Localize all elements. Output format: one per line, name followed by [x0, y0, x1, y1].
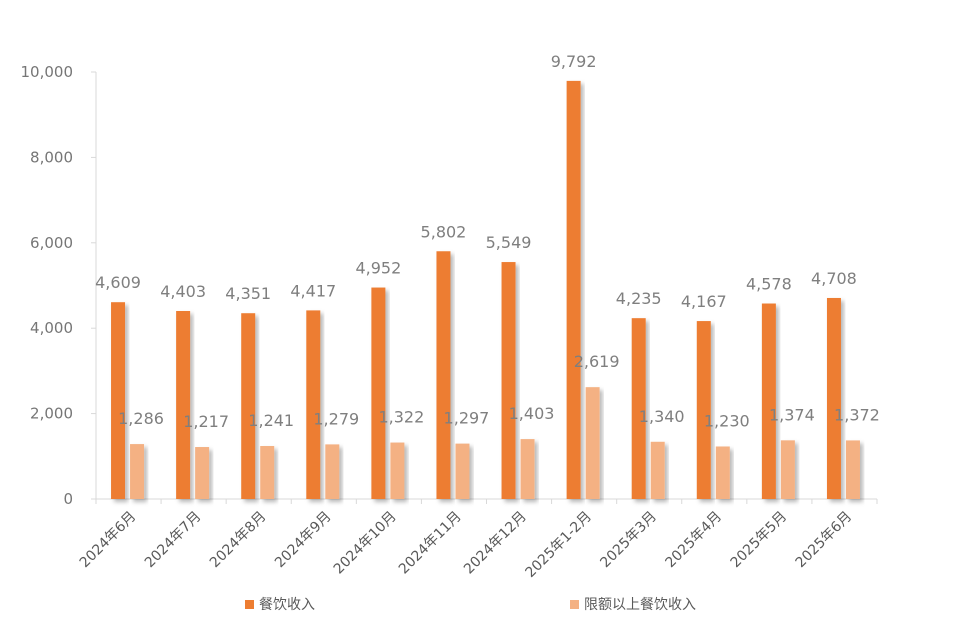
bar-series-1 [371, 287, 386, 499]
x-tick-label: 2024年6月 [77, 509, 140, 572]
data-label-series-1: 4,609 [95, 273, 141, 292]
x-tick-label: 2024年11月 [396, 509, 465, 578]
data-label-series-1: 4,403 [160, 282, 206, 301]
data-label-series-2: 1,374 [769, 405, 815, 424]
y-tick-label: 6,000 [30, 234, 73, 252]
legend-label-series-1: 餐饮收入 [259, 597, 315, 613]
legend-label-series-2: 限额以上餐饮收入 [584, 597, 696, 613]
bar-series-1 [501, 262, 516, 499]
bar-series-1 [111, 302, 126, 499]
data-label-series-1: 4,417 [290, 281, 336, 300]
data-label-series-1: 4,708 [811, 269, 857, 288]
bar-series-1 [631, 318, 646, 499]
bar-series-1 [176, 310, 191, 499]
x-tick-label: 2024年9月 [272, 509, 335, 572]
data-label-series-2: 1,217 [183, 412, 229, 431]
bar-series-2 [390, 442, 405, 499]
x-tick-label: 2024年8月 [207, 509, 270, 572]
bar-series-1 [241, 313, 256, 499]
bar-series-2 [650, 441, 665, 499]
bar-series-2 [455, 443, 470, 499]
data-label-series-1: 5,802 [421, 222, 467, 241]
y-tick-label: 10,000 [21, 63, 74, 81]
data-label-series-2: 1,230 [704, 411, 750, 430]
data-label-series-1: 4,167 [681, 292, 727, 311]
bar-series-2 [585, 387, 600, 499]
bar-series-2 [520, 439, 535, 499]
data-label-series-2: 1,322 [378, 408, 424, 427]
x-tick-label: 2025年5月 [728, 509, 791, 572]
data-label-series-2: 1,372 [834, 405, 880, 424]
bar-series-1 [761, 303, 776, 499]
bar-series-1 [306, 310, 321, 499]
data-label-series-1: 4,351 [225, 284, 271, 303]
x-tick-label: 2024年10月 [331, 509, 400, 578]
legend-swatch-series-2 [570, 600, 579, 609]
x-tick-label: 2025年3月 [597, 509, 660, 572]
y-tick-label: 4,000 [30, 319, 73, 337]
bar-series-2 [715, 446, 730, 499]
data-label-series-2: 1,279 [313, 409, 359, 428]
data-label-series-2: 1,403 [509, 404, 555, 423]
x-tick-label: 2024年7月 [142, 509, 205, 572]
data-label-series-2: 1,340 [639, 407, 685, 426]
data-label-series-2: 1,297 [444, 409, 490, 428]
bar-series-2 [130, 444, 145, 499]
bar-series-2 [195, 447, 210, 499]
data-label-series-1: 4,235 [616, 289, 662, 308]
x-tick-label: 2025年6月 [793, 509, 856, 572]
bar-series-1 [436, 251, 451, 499]
data-label-series-1: 4,952 [355, 259, 401, 278]
data-label-series-1: 5,549 [486, 233, 532, 252]
y-tick-label: 8,000 [30, 148, 73, 166]
bar-series-1 [826, 297, 841, 499]
y-tick-label: 2,000 [30, 405, 73, 423]
y-tick-label: 0 [63, 490, 73, 508]
x-tick-label: 2025年4月 [663, 509, 726, 572]
bar-series-1 [566, 80, 581, 500]
data-label-series-2: 1,241 [248, 411, 294, 430]
x-tick-label: 2024年12月 [461, 509, 530, 578]
bar-series-1 [696, 321, 711, 499]
bar-series-2 [780, 440, 795, 499]
bar-series-2 [845, 440, 860, 499]
x-tick-label: 2025年1-2月 [522, 509, 594, 581]
data-label-series-1: 4,578 [746, 275, 792, 294]
data-label-series-2: 2,619 [574, 352, 620, 371]
bar-series-2 [325, 444, 340, 499]
legend-swatch-series-1 [245, 600, 254, 609]
data-label-series-1: 9,792 [551, 52, 597, 71]
data-label-series-2: 1,286 [118, 409, 164, 428]
bar-series-2 [260, 446, 275, 499]
